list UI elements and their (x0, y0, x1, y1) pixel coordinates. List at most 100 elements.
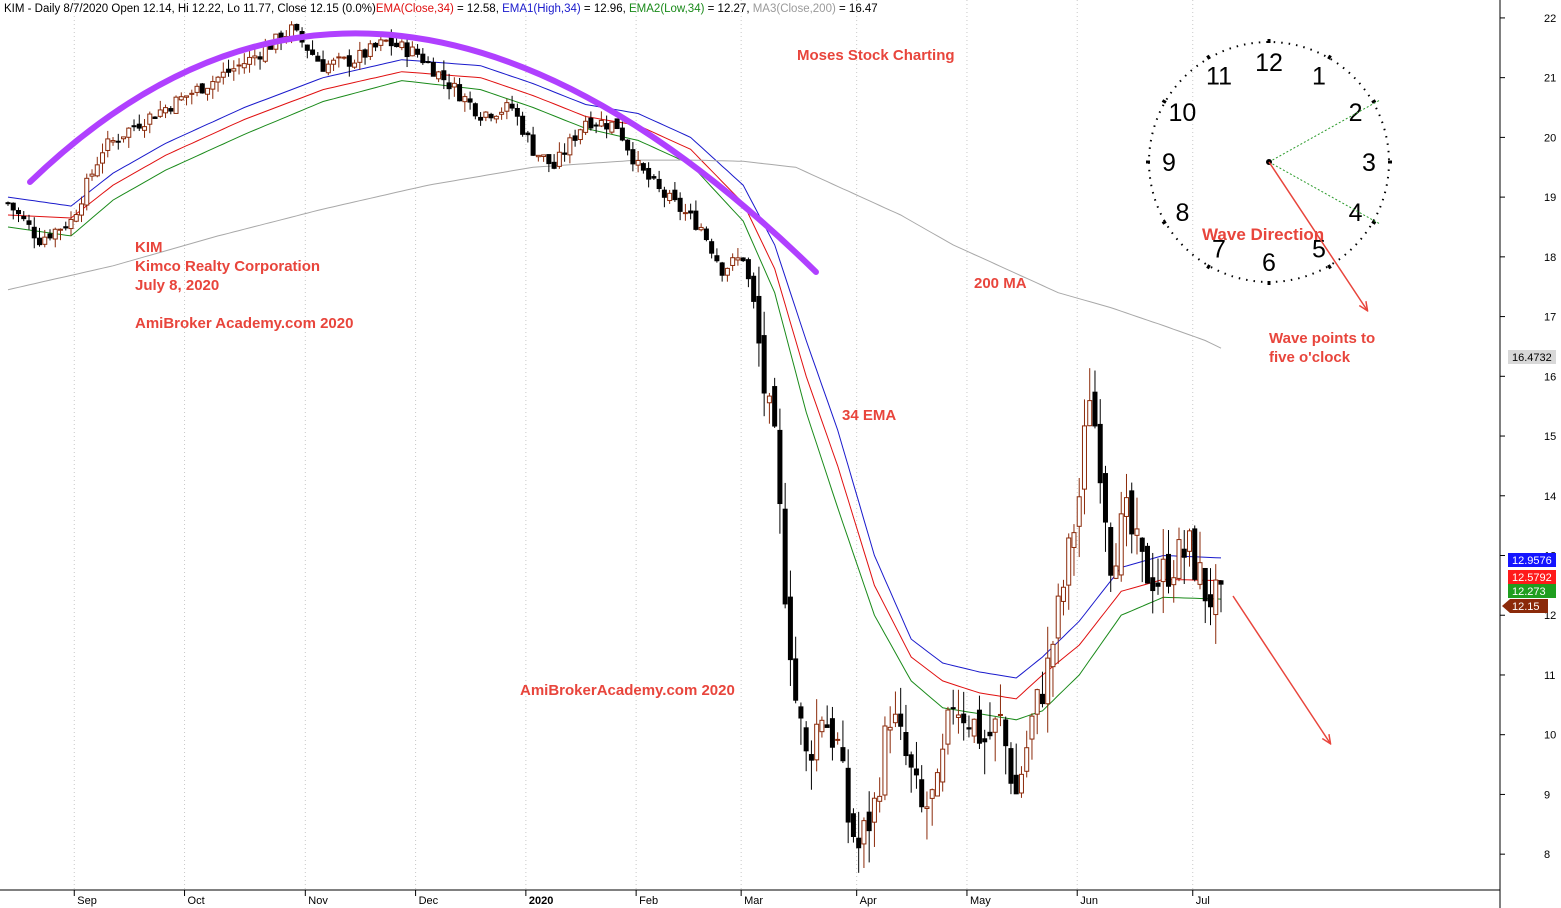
candle (735, 248, 741, 266)
annotation-34ema: 34 EMA (842, 407, 896, 424)
candle (1013, 743, 1019, 795)
candle (840, 720, 846, 764)
candle (588, 111, 594, 131)
candle (877, 777, 883, 813)
candle (446, 73, 452, 100)
price-tag-label: 12.9576 (1512, 555, 1552, 567)
candle (898, 687, 904, 741)
candle (798, 702, 804, 745)
candle (982, 729, 988, 775)
annotation-wave-points-1: Wave points to (1269, 330, 1375, 347)
candle (1076, 477, 1082, 558)
chart-header: KIM - Daily 8/7/2020 Open 12.14, Hi 12.2… (4, 3, 878, 15)
candle (525, 130, 531, 143)
candle (593, 122, 599, 134)
candle (997, 684, 1003, 727)
candle (21, 211, 27, 222)
candle (58, 228, 64, 241)
candle (829, 706, 835, 761)
wave-arrows (1232, 161, 1367, 743)
candle (803, 721, 809, 772)
candle (163, 104, 169, 119)
candle (808, 740, 814, 790)
candle (357, 41, 363, 70)
price-tag: 12.9576 (1508, 553, 1556, 567)
candle (310, 40, 316, 56)
series-line-1 (7, 59, 1222, 679)
candle (929, 788, 935, 826)
candle (1213, 564, 1219, 644)
clock-number: 6 (1262, 249, 1276, 277)
candle (577, 128, 583, 145)
candle (126, 127, 132, 148)
candle (514, 103, 520, 126)
candle (205, 87, 211, 101)
clock-number: 8 (1175, 199, 1189, 227)
candle (425, 56, 431, 64)
clock-number: 7 (1212, 236, 1226, 264)
candle (367, 40, 373, 61)
candle (824, 705, 830, 728)
candle (1097, 399, 1103, 504)
series-line-2 (7, 80, 1222, 721)
candle (625, 139, 631, 156)
candle (845, 749, 851, 844)
x-tick-label: Mar (744, 895, 763, 907)
candle (1018, 766, 1024, 798)
candle (1003, 716, 1009, 775)
candle (1081, 399, 1087, 515)
candle (394, 38, 400, 48)
candle (467, 91, 473, 110)
y-tick-label: 16 (1544, 371, 1556, 383)
candle (142, 119, 148, 138)
candle (1113, 543, 1119, 580)
rounding-top-arc (27, 30, 819, 275)
candle (346, 49, 352, 77)
candle (567, 133, 573, 164)
candle (236, 58, 242, 75)
candle (1066, 533, 1072, 610)
candle (745, 257, 751, 288)
candle (63, 221, 69, 231)
candle (1192, 525, 1198, 582)
candle (5, 201, 11, 206)
candle (483, 111, 489, 122)
candle (714, 248, 720, 263)
candle (961, 691, 967, 741)
candle (892, 691, 898, 728)
candle (919, 765, 925, 813)
candle (1129, 482, 1135, 554)
candle (362, 48, 368, 65)
annotation-kim: KIM (135, 239, 163, 256)
clock-guide-line-upper (1268, 99, 1381, 163)
y-tick-label: 15 (1544, 431, 1556, 443)
clock-hour-tick (1327, 264, 1332, 270)
candle (619, 121, 625, 142)
candle (1181, 530, 1187, 585)
candle (488, 112, 494, 122)
candle (178, 92, 184, 102)
candle (535, 154, 541, 162)
candle (1176, 527, 1182, 582)
annotation-wave-points-2: five o'clock (1269, 349, 1351, 366)
candle (304, 44, 310, 59)
candle (47, 229, 53, 241)
candle (861, 817, 867, 868)
clock-number: 12 (1255, 49, 1283, 77)
candle (1118, 491, 1124, 582)
candle (562, 143, 568, 162)
y-tick-label: 9 (1544, 789, 1550, 801)
candle (184, 95, 190, 106)
candle (871, 792, 877, 847)
candle (882, 716, 888, 801)
clock-number: 2 (1349, 99, 1363, 127)
candle (115, 133, 121, 150)
annotation-200ma: 200 MA (974, 275, 1027, 292)
candle (509, 95, 515, 111)
clock-hour-tick (1371, 220, 1377, 225)
candle (1008, 742, 1014, 795)
price-tag: 12.5792 (1508, 570, 1556, 584)
candle (152, 116, 158, 119)
price-tag-label: 16.4732 (1512, 352, 1552, 364)
